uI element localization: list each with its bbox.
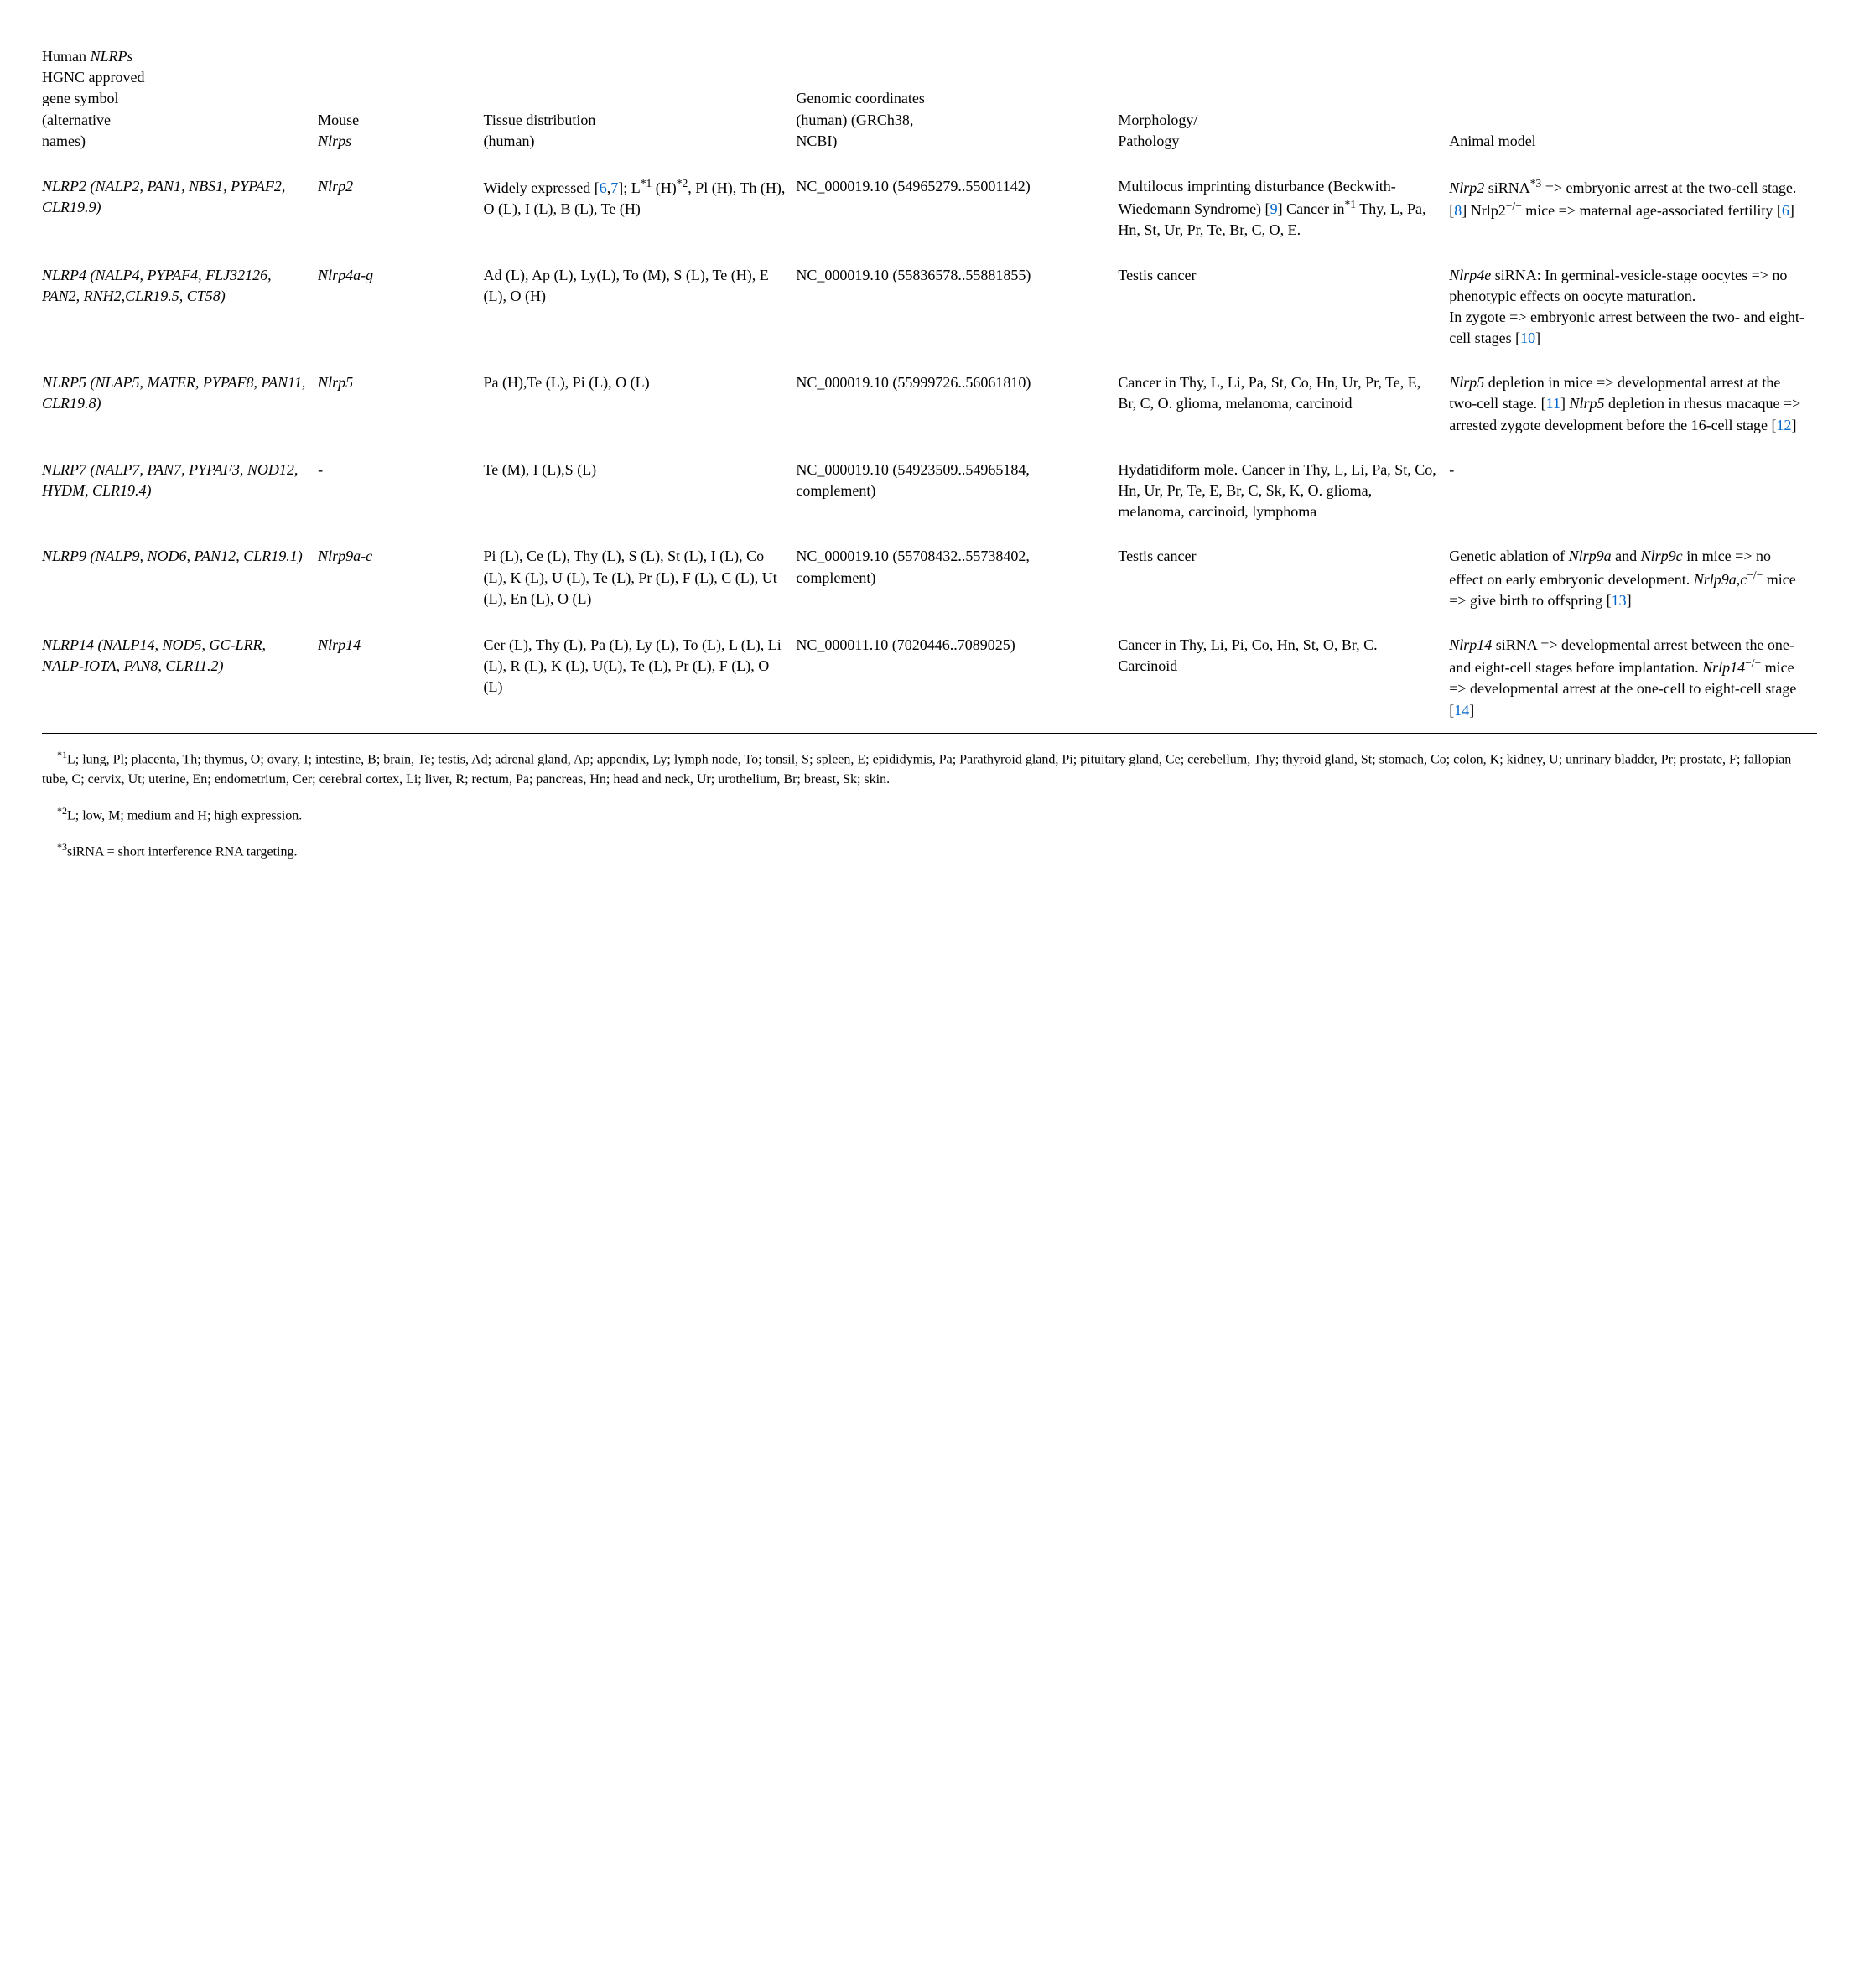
cell-genomic: NC_000019.10 (55999726..56061810): [796, 361, 1118, 448]
header-tissue: Tissue distribution (human): [483, 34, 796, 164]
cell-tissue: Ad (L), Ap (L), Ly(L), To (M), S (L), Te…: [483, 253, 796, 361]
cell-morphology: Multilocus imprinting disturbance (Beckw…: [1118, 164, 1449, 252]
header-genomic: Genomic coordinates (human) (GRCh38, NCB…: [796, 34, 1118, 164]
table-row: NLRP5 (NLAP5, MATER, PYPAF8, PAN11, CLR1…: [42, 361, 1817, 448]
cell-human: NLRP14 (NALP14, NOD5, GC-LRR, NALP-IOTA,…: [42, 623, 318, 733]
cell-animal: -: [1449, 448, 1817, 535]
cell-mouse: Nlrp14: [318, 623, 483, 733]
cell-morphology: Cancer in Thy, L, Li, Pa, St, Co, Hn, Ur…: [1118, 361, 1449, 448]
cell-tissue: Widely expressed [6,7]; L*1 (H)*2, Pl (H…: [483, 164, 796, 252]
cell-mouse: Nlrp4a-g: [318, 253, 483, 361]
cell-tissue: Pa (H),Te (L), Pi (L), O (L): [483, 361, 796, 448]
cell-human: NLRP2 (NALP2, PAN1, NBS1, PYPAF2, CLR19.…: [42, 164, 318, 252]
table-row: NLRP4 (NALP4, PYPAF4, FLJ32126, PAN2, RN…: [42, 253, 1817, 361]
cell-mouse: Nlrp5: [318, 361, 483, 448]
cell-morphology: Cancer in Thy, Li, Pi, Co, Hn, St, O, Br…: [1118, 623, 1449, 733]
cell-animal: Nlrp4e siRNA: In germinal-vesicle-stage …: [1449, 253, 1817, 361]
cell-genomic: NC_000019.10 (55836578..55881855): [796, 253, 1118, 361]
table-row: NLRP2 (NALP2, PAN1, NBS1, PYPAF2, CLR19.…: [42, 164, 1817, 252]
footnote-1: *1L; lung, Pl; placenta, Th; thymus, O; …: [42, 747, 1817, 790]
header-mouse: Mouse Nlrps: [318, 34, 483, 164]
cell-morphology: Testis cancer: [1118, 253, 1449, 361]
cell-animal: Genetic ablation of Nlrp9a and Nlrp9c in…: [1449, 534, 1817, 623]
cell-morphology: Hydatidiform mole. Cancer in Thy, L, Li,…: [1118, 448, 1449, 535]
header-human-nlrps: Human NLRPs HGNC approved gene symbol (a…: [42, 34, 318, 164]
header-morphology: Morphology/ Pathology: [1118, 34, 1449, 164]
cell-tissue: Cer (L), Thy (L), Pa (L), Ly (L), To (L)…: [483, 623, 796, 733]
footnote-2: *2L; low, M; medium and H; high expressi…: [42, 803, 1817, 826]
table-row: NLRP14 (NALP14, NOD5, GC-LRR, NALP-IOTA,…: [42, 623, 1817, 733]
cell-genomic: NC_000019.10 (55708432..55738402, comple…: [796, 534, 1118, 623]
cell-genomic: NC_000019.10 (54965279..55001142): [796, 164, 1118, 252]
cell-animal: Nlrp2 siRNA*3 => embryonic arrest at the…: [1449, 164, 1817, 252]
cell-animal: Nlrp14 siRNA => developmental arrest bet…: [1449, 623, 1817, 733]
footnote-3: *3siRNA = short interference RNA targeti…: [42, 839, 1817, 862]
header-row: Human NLRPs HGNC approved gene symbol (a…: [42, 34, 1817, 164]
cell-human: NLRP5 (NLAP5, MATER, PYPAF8, PAN11, CLR1…: [42, 361, 318, 448]
cell-tissue: Pi (L), Ce (L), Thy (L), S (L), St (L), …: [483, 534, 796, 623]
cell-mouse: Nlrp9a-c: [318, 534, 483, 623]
cell-human: NLRP9 (NALP9, NOD6, PAN12, CLR19.1): [42, 534, 318, 623]
cell-animal: Nlrp5 depletion in mice => developmental…: [1449, 361, 1817, 448]
table-row: NLRP7 (NALP7, PAN7, PYPAF3, NOD12, HYDM,…: [42, 448, 1817, 535]
cell-mouse: -: [318, 448, 483, 535]
cell-mouse: Nlrp2: [318, 164, 483, 252]
table-row: NLRP9 (NALP9, NOD6, PAN12, CLR19.1) Nlrp…: [42, 534, 1817, 623]
header-animal-model: Animal model: [1449, 34, 1817, 164]
cell-tissue: Te (M), I (L),S (L): [483, 448, 796, 535]
cell-genomic: NC_000019.10 (54923509..54965184, comple…: [796, 448, 1118, 535]
cell-genomic: NC_000011.10 (7020446..7089025): [796, 623, 1118, 733]
cell-morphology: Testis cancer: [1118, 534, 1449, 623]
nlrp-table: Human NLRPs HGNC approved gene symbol (a…: [42, 34, 1817, 734]
cell-human: NLRP4 (NALP4, PYPAF4, FLJ32126, PAN2, RN…: [42, 253, 318, 361]
cell-human: NLRP7 (NALP7, PAN7, PYPAF3, NOD12, HYDM,…: [42, 448, 318, 535]
